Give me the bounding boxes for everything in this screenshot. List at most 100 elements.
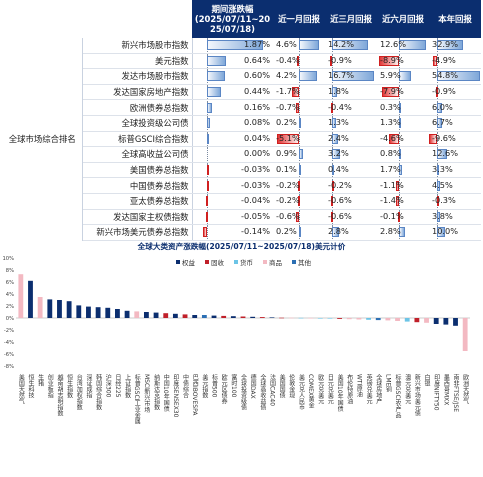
x-tick-label: 美国国债 [278,373,285,399]
value-bar [436,118,443,129]
asset-name: 美国债券总指数 [82,162,193,179]
value-text: -5.1% [276,132,300,143]
x-tick-label: 美国10年国债 [336,373,343,413]
value-bar [436,40,463,51]
bar [192,315,198,318]
bar [404,318,410,322]
cell-m3: 3.2% [325,146,377,163]
value-text: -8.9% [380,54,404,65]
table-row: 全球投资级公司债 0.08% 0.2% 1.3% 1.3% 6.7% [3,115,481,132]
y-tick-label: 6% [6,280,14,286]
bar [95,307,101,318]
value-bar [398,102,401,113]
value-text: 0.4% [328,164,349,175]
value-bar [206,165,209,176]
value-text: 0.44% [243,86,270,97]
value-text: -0.2% [328,179,352,190]
cell-ytd: -4.9% [429,53,481,70]
bar [356,318,362,320]
x-tick-label: 巴西IBOVESPA [191,374,198,416]
table-row: 标普GSCI综合指数 0.04% -5.1% 2.4% -4.6% -9.6% [3,131,481,148]
value-text: -0.2% [276,179,300,190]
value-text: -0.6% [328,210,352,221]
x-tick-label: 美国天然气 [17,373,24,404]
value-bar [398,165,403,176]
value-text: 16.7% [328,70,355,81]
x-tick-label: 标普GSCI工业金属 [133,373,140,425]
legend-label: 货币 [240,258,253,267]
bar [163,313,169,318]
bar [288,317,294,319]
cell-m6: -7.9% [377,84,429,101]
bar [327,318,333,319]
x-tick-label: 白银 [423,373,430,387]
cell-period: 1.87% [192,38,273,54]
x-tick-label: 印度NIFTY50 [433,374,440,411]
cell-period: 0.64% [192,53,273,70]
value-text: 54.8% [432,70,459,81]
value-text: -0.1% [380,210,404,221]
cell-m1: 4.6% [273,38,325,54]
value-text: 0.8% [380,148,401,159]
cell-m3: -0.9% [325,53,377,70]
asset-name: 发达市场股市指数 [82,68,193,85]
bar [47,299,53,318]
cell-m1: -0.4% [273,53,325,70]
y-tick-label: 2% [6,304,14,310]
x-tick-label: 全球房地产 [375,373,382,405]
value-bar [398,71,412,82]
value-text: 12.6% [432,148,459,159]
value-text: -0.04% [241,195,270,206]
cell-ytd: 10.0% [429,224,481,241]
value-bar [332,118,336,129]
x-tick-label: 欧洲天然气 [462,373,469,404]
cell-m6: 5.9% [377,68,429,85]
cell-ytd: 3.8% [429,209,481,226]
value-text: -0.2% [276,195,300,206]
y-tick-label: 4% [6,292,14,298]
x-tick-label: 上证指数 [124,373,131,399]
value-text: -1.4% [380,195,404,206]
value-bar [388,133,399,144]
bar [433,318,439,324]
x-tick-label: 德国DAX [249,373,256,398]
value-bar [331,102,334,113]
value-bar [299,227,301,238]
bar [462,318,468,351]
value-text: 32.9% [432,39,459,50]
x-tick-label: 日经225 [114,374,121,398]
legend-label: 固收 [211,258,225,267]
value-bar [331,180,334,191]
header-3m: 近三月回报 [325,0,377,38]
value-bar [332,87,337,98]
cell-m3: -0.2% [325,177,377,194]
value-bar [395,196,399,207]
value-text: -0.03% [241,164,270,175]
value-text: 1.3% [380,117,401,128]
bar [28,280,33,318]
legend-swatch [292,260,296,264]
bar [337,318,343,319]
cell-ytd: -9.6% [429,131,481,148]
value-bar [381,87,399,98]
value-text: 0.2% [276,226,297,237]
value-text: 1.8% [328,86,349,97]
value-text: -0.4% [276,54,300,65]
value-bar [203,227,208,238]
cell-m1: 0.1% [273,162,325,179]
value-text: 2.8% [380,226,401,237]
table-row: 美元指数 0.64% -0.4% -0.9% -8.9% -4.9% [3,53,481,70]
zero-axis [299,85,300,99]
table-row: 发达国家主权债指数 -0.05% -0.6% -0.6% -0.1% 3.8% [3,209,481,226]
header-6m: 近六月回报 [377,0,429,38]
value-bar [436,227,445,238]
zero-axis [436,53,438,68]
cell-ytd: 4.5% [429,177,481,194]
legend-swatch [263,260,267,264]
value-bar [207,40,264,51]
bar [424,318,429,323]
x-tick-label: 富时100 [230,373,237,397]
bar [346,318,352,320]
cell-m1: 4.2% [273,68,325,85]
value-bar [330,55,333,66]
